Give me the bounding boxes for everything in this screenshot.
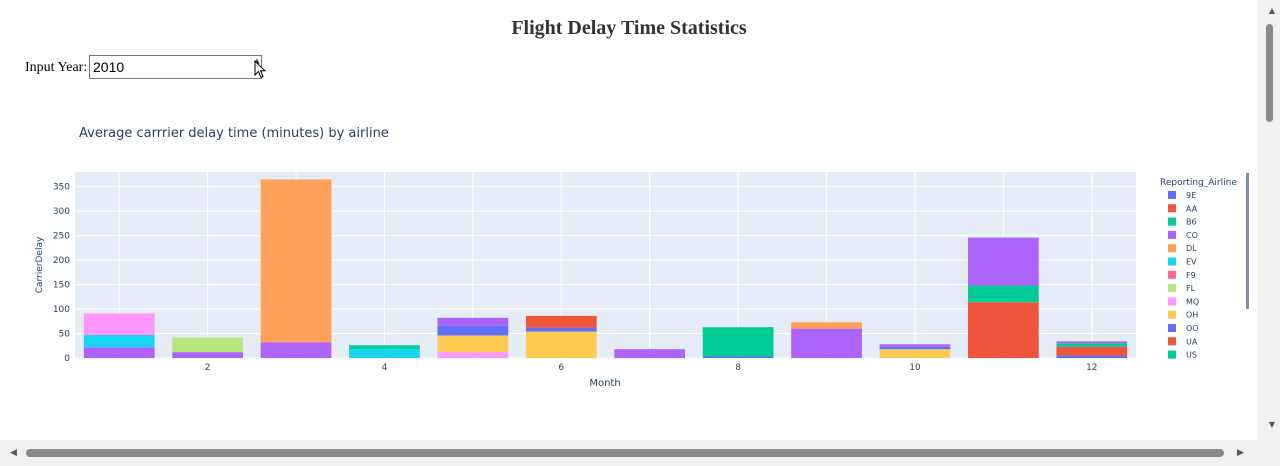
legend-item-label[interactable]: FL [1186, 284, 1196, 293]
legend[interactable]: 9E AA B6 CO DL EV F9 FL MQ OH OO UA US [1168, 191, 1199, 360]
bar-segment-extra[interactable] [968, 237, 1039, 286]
year-input[interactable] [89, 55, 262, 79]
bar-segment-UA[interactable] [968, 302, 1039, 358]
bar-segment-EV[interactable] [349, 349, 420, 358]
legend-swatch[interactable] [1168, 337, 1176, 346]
bar-segment-FL[interactable] [172, 337, 243, 353]
bar-segment-CO[interactable] [83, 347, 155, 358]
bar-segment-UA[interactable] [525, 315, 597, 328]
legend-item-label[interactable]: US [1186, 351, 1197, 360]
x-tick-label: 2 [205, 363, 211, 373]
bar-segment-extra[interactable] [1056, 341, 1128, 344]
bar-segment-EV[interactable] [83, 334, 155, 348]
legend-item-label[interactable]: CO [1186, 231, 1198, 240]
x-axis-ticks: 2 4 6 8 10 12 [205, 363, 1098, 373]
bar-segment-CO[interactable] [791, 328, 862, 358]
y-axis-label: CarrierDelay [35, 236, 45, 293]
legend-swatch[interactable] [1168, 257, 1176, 266]
y-tick-label: 50 [59, 330, 71, 340]
legend-scrollbar[interactable] [1246, 173, 1249, 309]
bar-segment-CO[interactable] [260, 342, 332, 358]
legend-swatch[interactable] [1168, 297, 1176, 306]
y-tick-label: 100 [53, 305, 70, 315]
bar-segment-UA[interactable] [1056, 346, 1128, 356]
y-tick-label: 0 [64, 354, 70, 364]
legend-item-label[interactable]: 9E [1186, 191, 1196, 200]
legend-swatch[interactable] [1168, 350, 1176, 359]
legend-item-label[interactable]: MQ [1186, 297, 1199, 306]
bar-segment-OO[interactable] [702, 356, 774, 358]
bar-segment-OH[interactable] [525, 331, 597, 358]
legend-swatch[interactable] [1168, 191, 1176, 199]
y-tick-label: 200 [53, 256, 70, 266]
horizontal-scrollbar-thumb[interactable] [26, 449, 1224, 457]
plot-area [75, 172, 1136, 359]
legend-swatch[interactable] [1168, 204, 1176, 213]
legend-title: Reporting_Airline [1160, 178, 1237, 188]
bar-segment-DL[interactable] [791, 322, 862, 329]
bar-segment-OO[interactable] [1056, 355, 1128, 358]
legend-swatch[interactable] [1168, 230, 1176, 239]
legend-item-label[interactable]: OH [1186, 311, 1198, 320]
delay-bar-chart: Average carrrier delay time (minutes) by… [35, 126, 1249, 389]
legend-item-label[interactable]: OO [1186, 324, 1199, 333]
x-axis-label: Month [589, 378, 620, 389]
bar-segment-US[interactable] [1056, 343, 1128, 347]
vertical-scrollbar-thumb[interactable] [1266, 24, 1273, 122]
year-input-label: Input Year: [25, 60, 88, 75]
legend-swatch[interactable] [1168, 270, 1176, 279]
legend-item-label[interactable]: EV [1186, 258, 1197, 267]
bar-segment-CO[interactable] [172, 352, 243, 358]
legend-item-label[interactable]: F9 [1186, 271, 1196, 280]
legend-swatch[interactable] [1168, 217, 1176, 226]
legend-swatch[interactable] [1168, 324, 1176, 332]
x-tick-label: 8 [735, 363, 741, 373]
chart-title: Average carrrier delay time (minutes) by… [79, 126, 389, 141]
legend-swatch[interactable] [1168, 244, 1176, 253]
bar-segment-DL[interactable] [260, 179, 332, 343]
y-tick-label: 250 [53, 232, 70, 242]
bar-segment-CO[interactable] [614, 349, 686, 358]
legend-item-label[interactable]: AA [1186, 204, 1198, 213]
y-tick-label: 150 [53, 281, 70, 291]
bar-segment-OH[interactable] [879, 349, 951, 358]
x-tick-label: 4 [382, 363, 388, 373]
x-tick-label: 6 [558, 363, 564, 373]
bar-segment-OH[interactable] [437, 335, 509, 353]
legend-swatch[interactable] [1168, 284, 1176, 293]
scroll-down-arrow-icon[interactable]: ▼ [1268, 420, 1275, 429]
x-tick-label: 12 [1086, 363, 1097, 373]
vertical-scrollbar[interactable] [1258, 0, 1280, 440]
bar-segment-extra[interactable] [879, 344, 951, 347]
legend-swatch[interactable] [1168, 310, 1176, 319]
page-title: Flight Delay Time Statistics [511, 17, 747, 39]
bar-segment-US[interactable] [349, 345, 420, 350]
y-axis-ticks: 0 50 100 150 200 250 300 350 [53, 183, 70, 364]
y-tick-label: 300 [53, 207, 70, 217]
scroll-left-arrow-icon[interactable]: ◀ [10, 448, 17, 458]
bar-segment-OO[interactable] [437, 325, 509, 336]
scroll-right-arrow-icon[interactable]: ▶ [1237, 448, 1244, 458]
x-tick-label: 10 [909, 363, 921, 373]
legend-item-label[interactable]: UA [1186, 337, 1198, 346]
bar-segment-MQ[interactable] [83, 313, 155, 335]
bar-segment-OO[interactable] [525, 327, 597, 332]
bar-segment-US[interactable] [968, 285, 1039, 303]
bar-segment-US[interactable] [702, 327, 774, 357]
mouse-cursor-icon [254, 60, 266, 79]
scroll-up-arrow-icon[interactable]: ▲ [1268, 6, 1275, 15]
bar-segment-extra[interactable] [437, 317, 509, 326]
legend-item-label[interactable]: DL [1186, 244, 1197, 253]
bar-segment-MQ[interactable] [437, 352, 509, 358]
bar-series[interactable] [83, 179, 1128, 358]
legend-item-label[interactable]: B6 [1186, 218, 1197, 227]
y-tick-label: 350 [53, 183, 70, 193]
bar-segment-OO[interactable] [879, 346, 951, 350]
